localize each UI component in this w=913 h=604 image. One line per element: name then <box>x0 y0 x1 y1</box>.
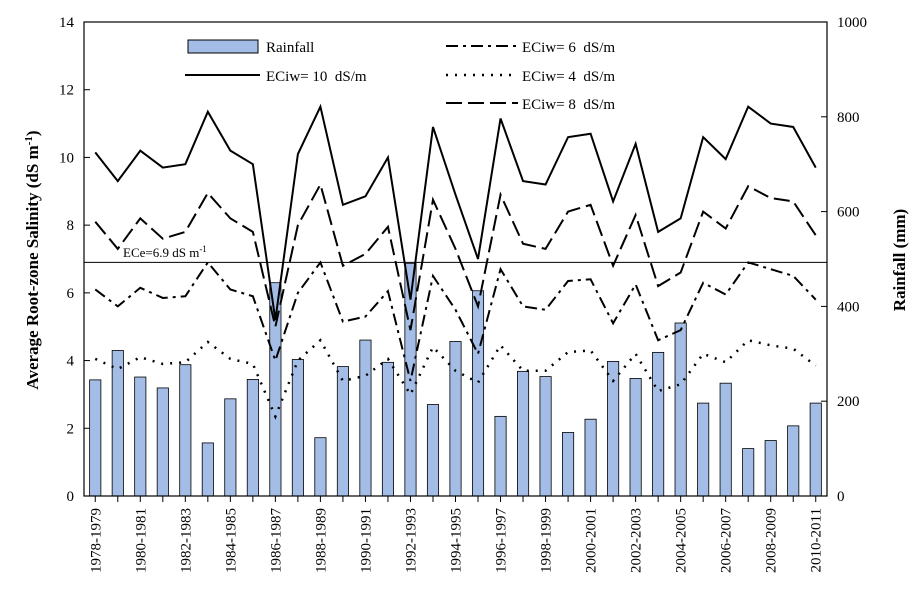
rainfall-bar <box>584 418 597 497</box>
rainfall-bar <box>697 402 710 497</box>
right-axis-title: Rainfall (mm) <box>890 209 909 311</box>
left-axis-title-close: ) <box>23 130 42 136</box>
legend-label-rainfall: Rainfall <box>266 40 314 56</box>
rainfall-bar <box>674 322 687 497</box>
rainfall-bar <box>89 379 102 497</box>
x-tick-label: 2008-2009 <box>764 508 780 573</box>
legend-label-eciw4: ECiw= 4 dS/m <box>522 69 615 85</box>
x-tick-label: 2010-2011 <box>809 508 825 572</box>
left-tick-label: 2 <box>67 421 75 437</box>
rainfall-bar <box>809 402 822 497</box>
rainfall-bar <box>359 339 372 497</box>
rainfall-bar <box>156 387 169 497</box>
x-tick-label: 1988-1989 <box>313 508 329 573</box>
rainfall-bar <box>449 341 462 497</box>
series-line-eciw6 <box>94 260 817 382</box>
left-tick-label: 14 <box>59 15 75 31</box>
series-line-eciw10 <box>94 103 817 321</box>
rainfall-bar <box>652 351 665 497</box>
rainfall-bar <box>201 442 214 497</box>
x-tick-label: 1994-1995 <box>449 508 465 573</box>
right-tick-label: 400 <box>837 299 860 315</box>
left-tick-label: 0 <box>67 489 75 505</box>
x-tick-label: 1990-1991 <box>358 508 374 573</box>
right-axis-ticks: 0 200 400 600 800 1000 <box>821 15 867 505</box>
rainfall-bar <box>179 364 192 497</box>
rainfall-bar <box>629 378 642 497</box>
x-tick-label: 1982-1983 <box>178 508 194 573</box>
legend-swatch-rainfall <box>187 39 259 54</box>
salinity-lines <box>94 103 817 420</box>
ece-threshold-label-sup: -1 <box>199 244 207 254</box>
rainfall-bar <box>764 440 777 497</box>
right-tick-label: 800 <box>837 110 860 126</box>
rainfall-bar <box>134 376 147 497</box>
rainfall-bar <box>742 448 755 497</box>
rainfall-bar <box>336 366 349 497</box>
rainfall-bar <box>517 370 530 497</box>
left-axis-title-sup: -1 <box>23 136 35 145</box>
left-axis-ticks: 0 2 4 6 8 10 12 14 <box>59 15 90 505</box>
left-tick-label: 10 <box>59 150 74 166</box>
left-axis-title-text: Average Root-zone Salinity (dS m <box>23 145 42 389</box>
ece-threshold-label-text: ECe=6.9 dS m <box>123 245 199 260</box>
x-axis-ticks: 1978-1979 1980-1981 1982-1983 1984-1985 1986… <box>88 496 825 573</box>
series-line-eciw4 <box>94 338 817 420</box>
rainfall-bar <box>471 290 485 497</box>
right-tick-label: 1000 <box>837 15 867 31</box>
right-tick-label: 0 <box>837 489 845 505</box>
rainfall-bar <box>224 398 237 497</box>
rainfall-bar <box>787 425 800 497</box>
x-tick-label: 2006-2007 <box>719 508 735 573</box>
x-tick-label: 1996-1997 <box>494 508 510 573</box>
right-tick-label: 600 <box>837 205 860 221</box>
rainfall-bar <box>539 376 552 497</box>
rainfall-bar <box>494 415 507 497</box>
legend-label-eciw8: ECiw= 8 dS/m <box>522 97 615 113</box>
x-tick-label: 2000-2001 <box>584 508 600 573</box>
legend-label-eciw6: ECiw= 6 dS/m <box>522 40 615 56</box>
ece-threshold-label: ECe=6.9 dS m-1 <box>123 244 207 260</box>
rainfall-bar <box>246 378 259 497</box>
x-tick-label: 1998-1999 <box>539 508 555 573</box>
legend: Rainfall ECiw= 10 dS/m ECiw= 6 dS/m ECiw… <box>185 39 615 113</box>
x-tick-label: 2004-2005 <box>674 508 690 573</box>
legend-label-eciw10: ECiw= 10 dS/m <box>266 69 367 85</box>
x-tick-label: 1980-1981 <box>133 508 149 573</box>
x-tick-label: 1992-1993 <box>403 508 419 573</box>
rainfall-bar <box>314 437 327 497</box>
rainfall-bar <box>381 361 394 497</box>
left-tick-label: 6 <box>67 286 75 302</box>
rainfall-bar <box>562 432 575 497</box>
rainfall-bar <box>291 359 304 497</box>
left-tick-label: 8 <box>67 218 75 234</box>
rainfall-bars <box>89 262 822 497</box>
x-tick-label: 1984-1985 <box>223 508 239 573</box>
left-tick-label: 12 <box>59 83 74 99</box>
left-tick-label: 4 <box>67 354 75 370</box>
rainfall-bar <box>719 382 732 497</box>
rainfall-bar <box>426 404 440 497</box>
right-tick-label: 200 <box>837 394 860 410</box>
rainfall-bar <box>111 350 124 497</box>
left-axis-title: Average Root-zone Salinity (dS m-1) <box>23 130 42 389</box>
x-tick-label: 1986-1987 <box>268 508 284 573</box>
series-line-eciw8 <box>94 181 817 331</box>
x-tick-label: 2002-2003 <box>629 508 645 573</box>
x-tick-label: 1978-1979 <box>88 508 104 573</box>
